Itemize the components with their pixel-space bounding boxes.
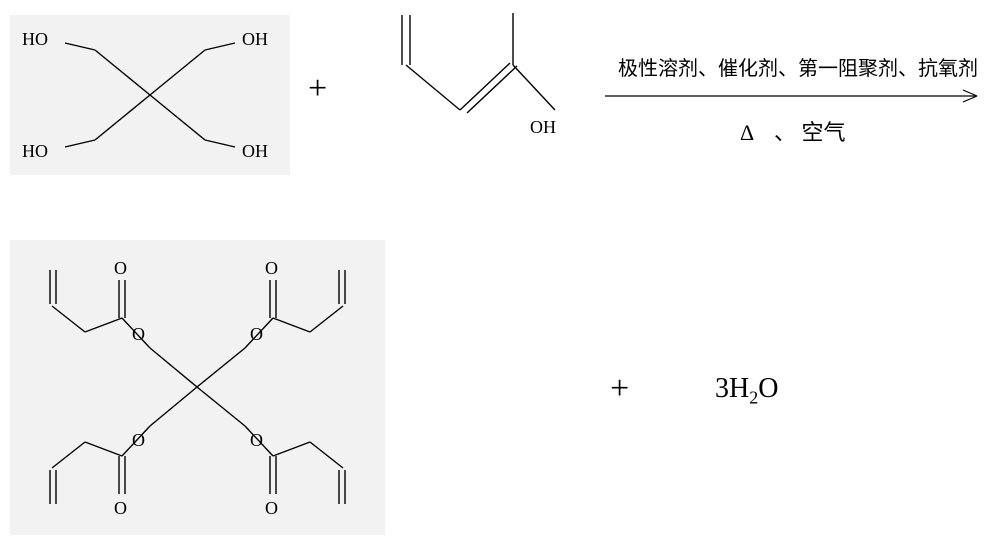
o-atom: O: [132, 430, 145, 450]
water-byproduct: 3H2O: [715, 373, 778, 409]
sep-symbol: 、: [774, 120, 796, 145]
plus-products: +: [610, 370, 629, 408]
air-label: 空气: [801, 120, 845, 145]
o-atom: O: [250, 324, 263, 344]
reaction-arrow: [605, 88, 995, 104]
o-atom: O: [265, 258, 278, 278]
conditions-above: 极性溶剂、催化剂、第一阻聚剂、抗氧剂: [618, 52, 978, 81]
o-atom: O: [132, 324, 145, 344]
water-sub: 2: [749, 388, 758, 408]
oh-label-bl: HO: [22, 141, 48, 161]
o-atom: O: [114, 258, 127, 278]
conditions-below: Δ 、 空气: [740, 115, 845, 147]
plus-reactants: +: [308, 70, 327, 108]
reactant-pentaerythritol: HO OH HO OH: [10, 15, 290, 175]
reactant-dienol: OH: [350, 5, 580, 185]
o-atom: O: [114, 498, 127, 518]
delta-symbol: Δ: [740, 120, 753, 145]
oh-label-dienol: OH: [530, 117, 556, 137]
oh-label-tl: HO: [22, 29, 48, 49]
product-tetraacrylate: O O O O O O O O: [10, 240, 385, 535]
oh-label-br: OH: [242, 141, 268, 161]
o-atom: O: [265, 498, 278, 518]
water-h: H: [729, 373, 749, 404]
water-coeff: 3: [715, 373, 729, 404]
oh-label-tr: OH: [242, 29, 268, 49]
o-atom: O: [250, 430, 263, 450]
water-o: O: [758, 373, 778, 404]
